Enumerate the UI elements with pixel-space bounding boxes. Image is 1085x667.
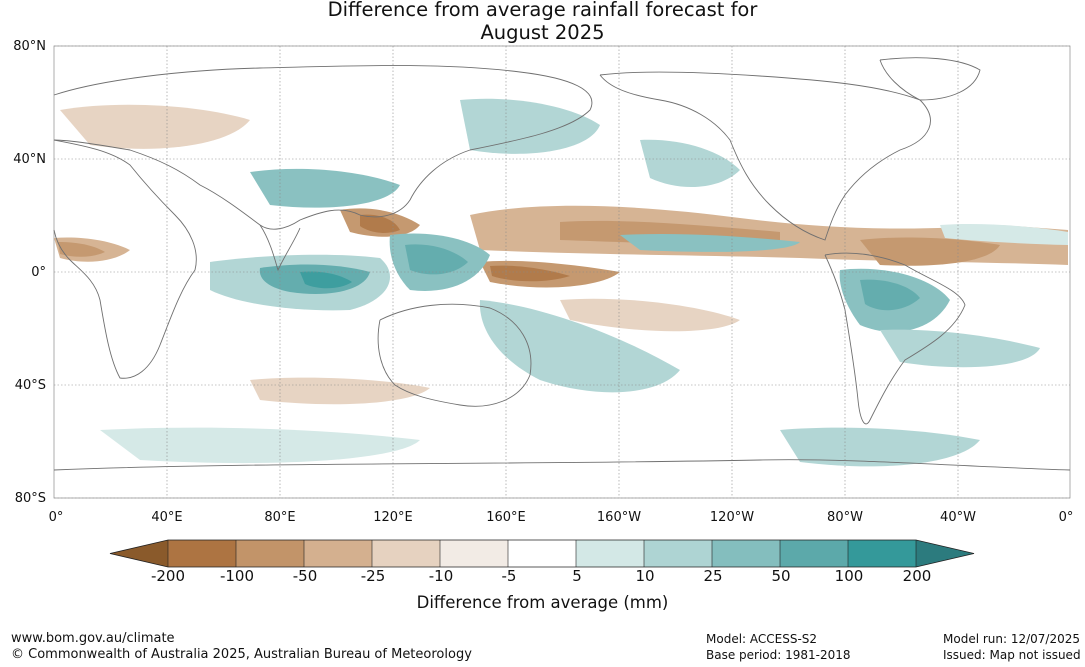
- wet-zone-west-pacific-north: [460, 98, 600, 154]
- wet-zone-southern-ocean-2: [100, 427, 420, 464]
- wet-zone-maritime-core: [405, 244, 468, 275]
- dry-zone-caribbean: [860, 237, 1000, 266]
- colorbar-tick-label: -5: [501, 567, 517, 585]
- colorbar-swatch: [644, 540, 712, 567]
- colorbar: [109, 539, 975, 568]
- wet-zone-east-asia: [250, 168, 400, 208]
- lat-label-0: 0°: [31, 265, 46, 280]
- colorbar-swatch: [508, 540, 576, 567]
- lat-label-40n: 40°N: [13, 152, 46, 167]
- lon-label-0-east: 0°: [1058, 510, 1074, 525]
- lat-label-80s: 80°S: [14, 491, 46, 506]
- copyright-text: © Commonwealth of Australia 2025, Austra…: [11, 647, 472, 662]
- colorbar-title: Difference from average (mm): [416, 593, 669, 612]
- map-title: Difference from average rainfall forecas…: [250, 0, 835, 44]
- wet-zone-southern-ocean: [780, 427, 980, 467]
- colorbar-swatch: [236, 540, 304, 567]
- colorbar-tick-label: 50: [771, 567, 791, 585]
- coast-india: [259, 224, 301, 272]
- lon-label-40w: 40°W: [940, 510, 976, 525]
- colorbar-arrow-low: [110, 540, 168, 567]
- colorbar-tick-label: -100: [219, 567, 255, 585]
- coastlines: [53, 57, 1071, 471]
- dry-zone-sc-core: [360, 214, 400, 233]
- dry-zone-south-pacific: [560, 298, 740, 332]
- coast-eurasia: [53, 65, 593, 230]
- colorbar-tick-label: -50: [292, 567, 318, 585]
- wet-zone-sa-core: [860, 279, 920, 311]
- model-name: Model: ACCESS-S2: [706, 632, 818, 646]
- lon-label-80w: 80°W: [827, 510, 863, 525]
- wet-zone-south-pacific-conv: [479, 300, 680, 393]
- website-link[interactable]: www.bom.gov.au/climate: [11, 631, 175, 646]
- dry-zone-africa-core: [58, 242, 105, 257]
- anomaly-shading: [54, 98, 1068, 467]
- colorbar-swatch: [440, 540, 508, 567]
- title-line-2: August 2025: [480, 21, 605, 44]
- lon-label-120w: 120°W: [709, 510, 755, 525]
- wet-zone-indian-deep: [300, 271, 352, 289]
- colorbar-tick-label: 200: [902, 567, 932, 585]
- coast-south-america: [824, 252, 966, 425]
- wet-zone-east-pacific-itcz: [620, 233, 800, 252]
- lat-label-40s: 40°S: [14, 378, 46, 393]
- wet-zone-tropical-atlantic: [940, 223, 1068, 245]
- colorbar-tick-label: 25: [703, 567, 723, 585]
- coast-antarctica: [53, 459, 1071, 471]
- gridlines: [54, 45, 1070, 499]
- coast-africa: [53, 139, 197, 379]
- lon-label-160w: 160°W: [596, 510, 642, 525]
- lon-label-40e: 40°E: [151, 510, 183, 525]
- colorbar-tick-label: -10: [428, 567, 454, 585]
- colorbar-arrow-high: [916, 540, 974, 567]
- colorbar-swatch: [780, 540, 848, 567]
- colorbar-swatch: [712, 540, 780, 567]
- lon-label-120e: 120°E: [373, 510, 413, 525]
- dry-zone-eurasia: [60, 104, 250, 149]
- colorbar-tick-label: 10: [635, 567, 655, 585]
- colorbar-swatch: [576, 540, 644, 567]
- base-period: Base period: 1981-2018: [706, 648, 851, 662]
- lon-label-0-west: 0°: [48, 510, 64, 525]
- colorbar-tick-label: -25: [360, 567, 386, 585]
- colorbar-swatch: [304, 540, 372, 567]
- issued-status: Issued: Map not issued: [943, 648, 1081, 662]
- coast-greenland: [879, 57, 981, 101]
- lat-label-80n: 80°N: [13, 39, 46, 54]
- lon-label-160e: 160°E: [486, 510, 526, 525]
- coast-north-america: [599, 71, 931, 241]
- colorbar-swatch: [848, 540, 916, 567]
- lon-label-80e: 80°E: [264, 510, 296, 525]
- dry-zone-south-indian: [250, 377, 430, 405]
- dry-zone-equatorial-core: [490, 265, 570, 282]
- colorbar-swatch: [372, 540, 440, 567]
- colorbar-tick-label: -200: [150, 567, 186, 585]
- wet-zone-ne-pacific: [640, 139, 740, 188]
- colorbar-tick-label: 5: [572, 567, 582, 585]
- colorbar-swatch: [168, 540, 236, 567]
- coast-australia: [377, 303, 532, 407]
- wet-zone-south-atlantic: [880, 329, 1040, 368]
- colorbar-tick-label: 100: [834, 567, 864, 585]
- title-line-1: Difference from average rainfall forecas…: [327, 0, 758, 21]
- model-run-date: Model run: 12/07/2025: [943, 632, 1081, 646]
